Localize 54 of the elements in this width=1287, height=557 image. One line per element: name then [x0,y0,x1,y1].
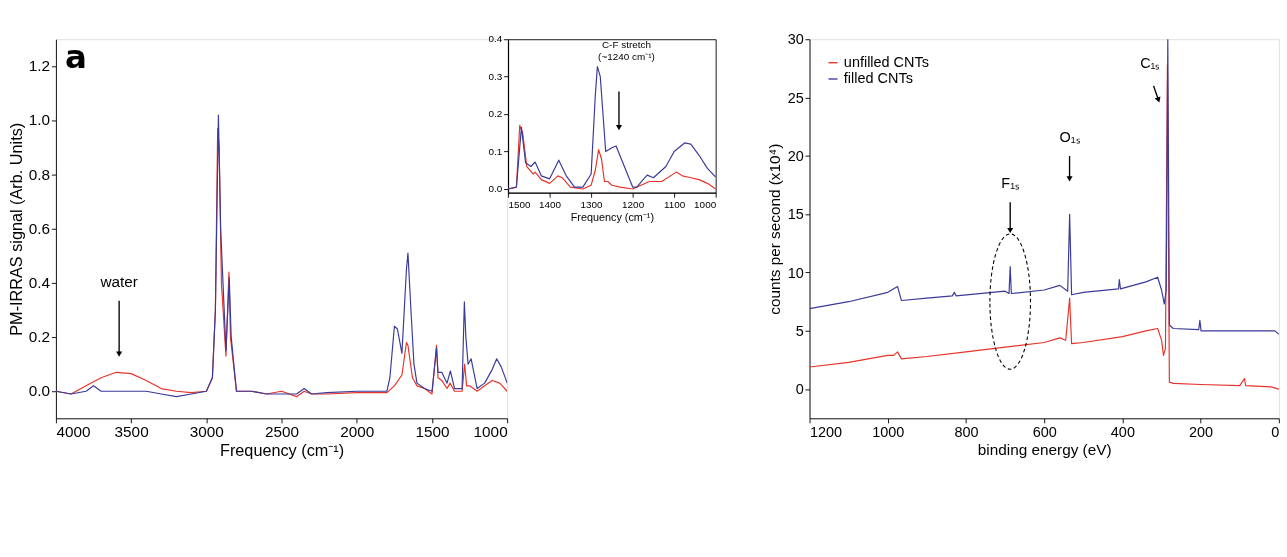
x-tick-label: 1300 [580,198,604,210]
y-tick-label: 0.2 [28,328,51,346]
y-tick-label: 0.0 [28,382,51,400]
x-tick-label: 600 [1032,423,1057,440]
x-tick-label: 3000 [189,422,224,440]
x-tick-label: 1200 [810,423,843,440]
annotation: C-F stretch (~1240 cm⁻¹) [598,39,655,62]
x-tick-label: 1100 [663,198,686,210]
y-tick-label: 0.3 [488,70,503,82]
line-series [508,66,716,190]
y-tick-label: 0.4 [28,273,51,291]
y-tick-label: 0.6 [28,219,51,237]
y-tick-label: 25 [787,89,804,106]
x-tick-label: 2000 [340,422,375,440]
annotation: O₁ₛ [1059,128,1081,145]
y-tick-label: 0.1 [488,145,503,157]
y-tick-label: 15 [787,206,804,223]
y-tick-label: 0.2 [488,108,503,120]
y-tick-label: 1.2 [28,57,51,75]
y-tick-label: 1.0 [28,111,51,129]
x-tick-label: 4000 [56,422,91,440]
x-tick-label: 800 [954,423,979,440]
y-tick-label: 10 [787,264,804,281]
x-tick-label: 1200 [622,198,645,210]
x-tick-label: 1500 [508,198,532,210]
x-axis-title: binding energy (eV) [977,440,1112,458]
line-series [809,39,1279,335]
x-tick-label: 2500 [264,422,300,440]
x-tick-label: 0 [1271,423,1280,440]
x-tick-label: 1400 [539,198,562,210]
y-tick-label: 0.0 [488,183,503,195]
x-axis-title: Frequency (cm⁻¹) [570,211,655,224]
x-tick-label: 1000 [872,423,905,440]
y-tick-label: 0.8 [28,165,51,183]
y-tick-label: 30 [787,31,804,48]
x-axis-title: Frequency (cm⁻¹) [220,440,345,459]
y-tick-label: 20 [787,147,804,164]
x-tick-label: 3500 [114,422,149,440]
annotation: F₁ₛ [1001,175,1021,192]
x-tick-label: 1000 [694,198,717,210]
x-tick-label: 400 [1110,423,1135,440]
x-tick-label: 1500 [415,422,450,440]
annotation: a [64,38,87,77]
y-axis-title: counts per second (x10⁴) [766,143,784,315]
x-tick-label: 1000 [473,422,508,440]
y-tick-label: 0 [795,381,804,398]
y-tick-label: 0.4 [488,33,503,45]
annotation: water [99,273,138,291]
legend-label: filled CNTs [843,70,913,87]
y-axis-title: PM-IRRAS signal (Arb. Units) [6,122,25,336]
x-tick-label: 200 [1189,423,1214,440]
y-tick-label: 5 [795,322,804,339]
annotation: C₁ₛ [1140,55,1161,72]
legend-label: unfilled CNTs [843,54,929,71]
